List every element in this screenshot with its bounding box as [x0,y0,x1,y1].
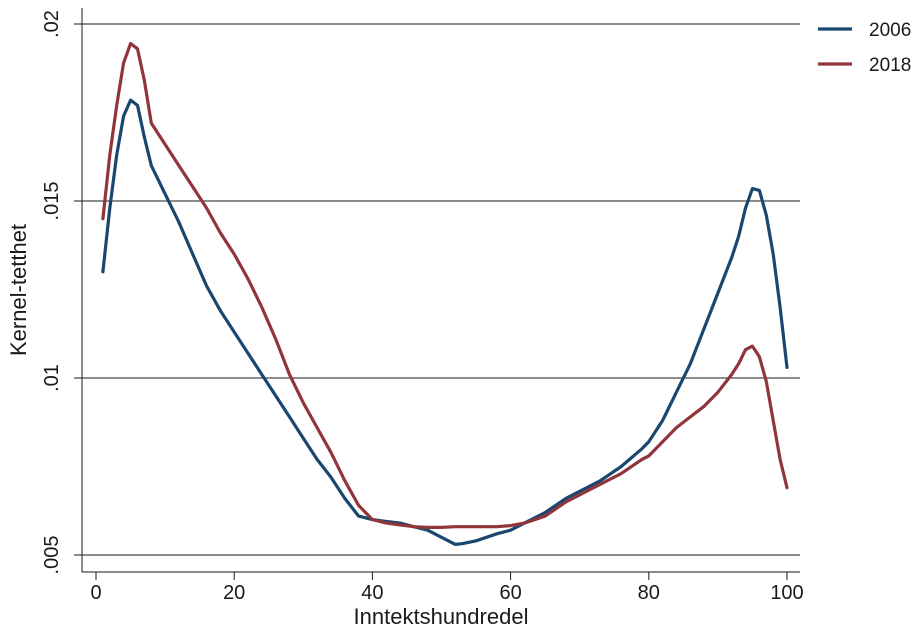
axes [81,8,800,573]
x-axis-label: Inntektshundredel [354,604,529,629]
y-tick-label: .015 [41,182,63,221]
x-axis-ticks: 0 20 40 60 80 100 [90,572,804,604]
y-tick-label: .005 [41,536,63,575]
x-tick-label: 20 [223,582,245,604]
x-tick-label: 40 [361,582,383,604]
y-axis-ticks: .005 .01 .015 .02 [41,10,82,574]
y-tick-label: .01 [41,364,63,392]
y-axis-label: Kernel-tetthet [6,224,31,356]
series-line-2006 [101,98,789,546]
x-tick-label: 0 [90,582,101,604]
x-tick-label: 100 [770,582,803,604]
x-tick-label: 80 [638,582,660,604]
legend-label-2018: 2018 [869,55,911,76]
series-line-2018 [101,41,789,529]
y-tick-label: .02 [41,10,63,38]
x-tick-label: 60 [499,582,521,604]
legend: 2006 2018 [818,20,911,76]
legend-label-2006: 2006 [869,20,911,41]
series-lines [101,41,789,546]
